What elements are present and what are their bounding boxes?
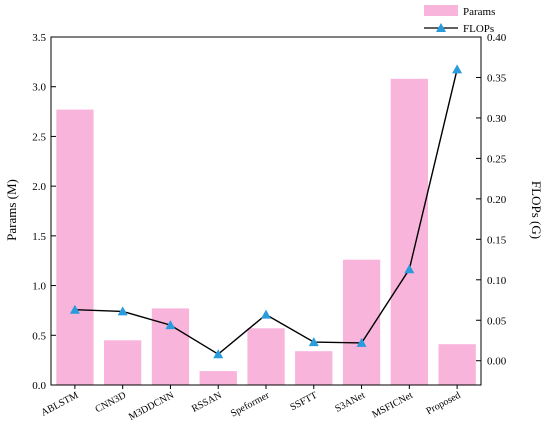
legend-label-flops: FLOPs xyxy=(463,23,494,35)
y2-axis-title: FLOPs (G) xyxy=(529,181,544,239)
bar-rssan xyxy=(199,371,237,385)
flops-point-speformer xyxy=(261,309,271,319)
y-tick-label: 0.5 xyxy=(32,330,46,342)
bar-msficnet xyxy=(390,78,428,386)
bar-proposed xyxy=(438,344,476,385)
x-tick-label-s3anet: S3ANet xyxy=(333,390,367,415)
flops-point-ablstm xyxy=(69,304,80,314)
flops-point-proposed xyxy=(452,64,463,74)
y2-tick-label: 0.10 xyxy=(487,275,507,287)
x-tick-label-cnn3d: CNN3D xyxy=(93,390,128,415)
bar-s3anet xyxy=(342,259,381,385)
y-tick-label: 2.0 xyxy=(32,181,46,193)
x-tick-label-proposed: Proposed xyxy=(424,390,462,417)
flops-point-rssan xyxy=(213,349,224,359)
flops-point-cnn3d xyxy=(117,306,128,316)
y2-tick-label: 0.25 xyxy=(487,153,507,165)
y2-tick-label: 0.30 xyxy=(487,113,507,125)
y-tick-label: 1.0 xyxy=(32,281,46,293)
x-tick-label-msficnet: MSFICNet xyxy=(370,390,415,421)
flops-point-msficnet xyxy=(404,264,415,274)
bar-speformer xyxy=(247,328,285,385)
legend-swatch-params xyxy=(424,5,458,16)
y2-tick-label: 0.20 xyxy=(487,194,507,206)
y-tick-label: 3.0 xyxy=(32,82,46,94)
y-axis-title: Params (M) xyxy=(4,179,19,241)
x-tick-label-m3ddcnn: M3DDCNN xyxy=(127,390,176,423)
y2-tick-label: 0.40 xyxy=(487,32,507,44)
x-tick-label-speformer: Speformer xyxy=(229,390,272,420)
x-tick-label-ssftt: SSFTT xyxy=(288,390,319,413)
y2-tick-label: 0.05 xyxy=(487,315,507,327)
flops-point-ssftt xyxy=(308,337,319,347)
flops-point-m3ddcnn xyxy=(165,320,176,330)
y-tick-label: 2.5 xyxy=(32,131,46,143)
y-tick-label: 0.0 xyxy=(32,380,46,392)
bar-ssftt xyxy=(295,351,333,385)
bar-m3ddcnn xyxy=(151,308,190,385)
bar-ablstm xyxy=(56,109,94,385)
y-tick-label: 1.5 xyxy=(32,231,46,243)
y-tick-label: 3.5 xyxy=(32,32,46,44)
legend-marker-flops xyxy=(436,23,446,32)
bar-cnn3d xyxy=(104,340,142,385)
legend-label-params: Params xyxy=(463,6,495,18)
x-tick-label-ablstm: ABLSTM xyxy=(39,390,80,419)
y2-tick-label: 0.00 xyxy=(487,356,507,368)
y2-tick-label: 0.35 xyxy=(487,72,507,84)
x-tick-label-rssan: RSSAN xyxy=(190,390,224,415)
y2-tick-label: 0.15 xyxy=(487,234,507,246)
flops-point-s3anet xyxy=(356,337,367,347)
